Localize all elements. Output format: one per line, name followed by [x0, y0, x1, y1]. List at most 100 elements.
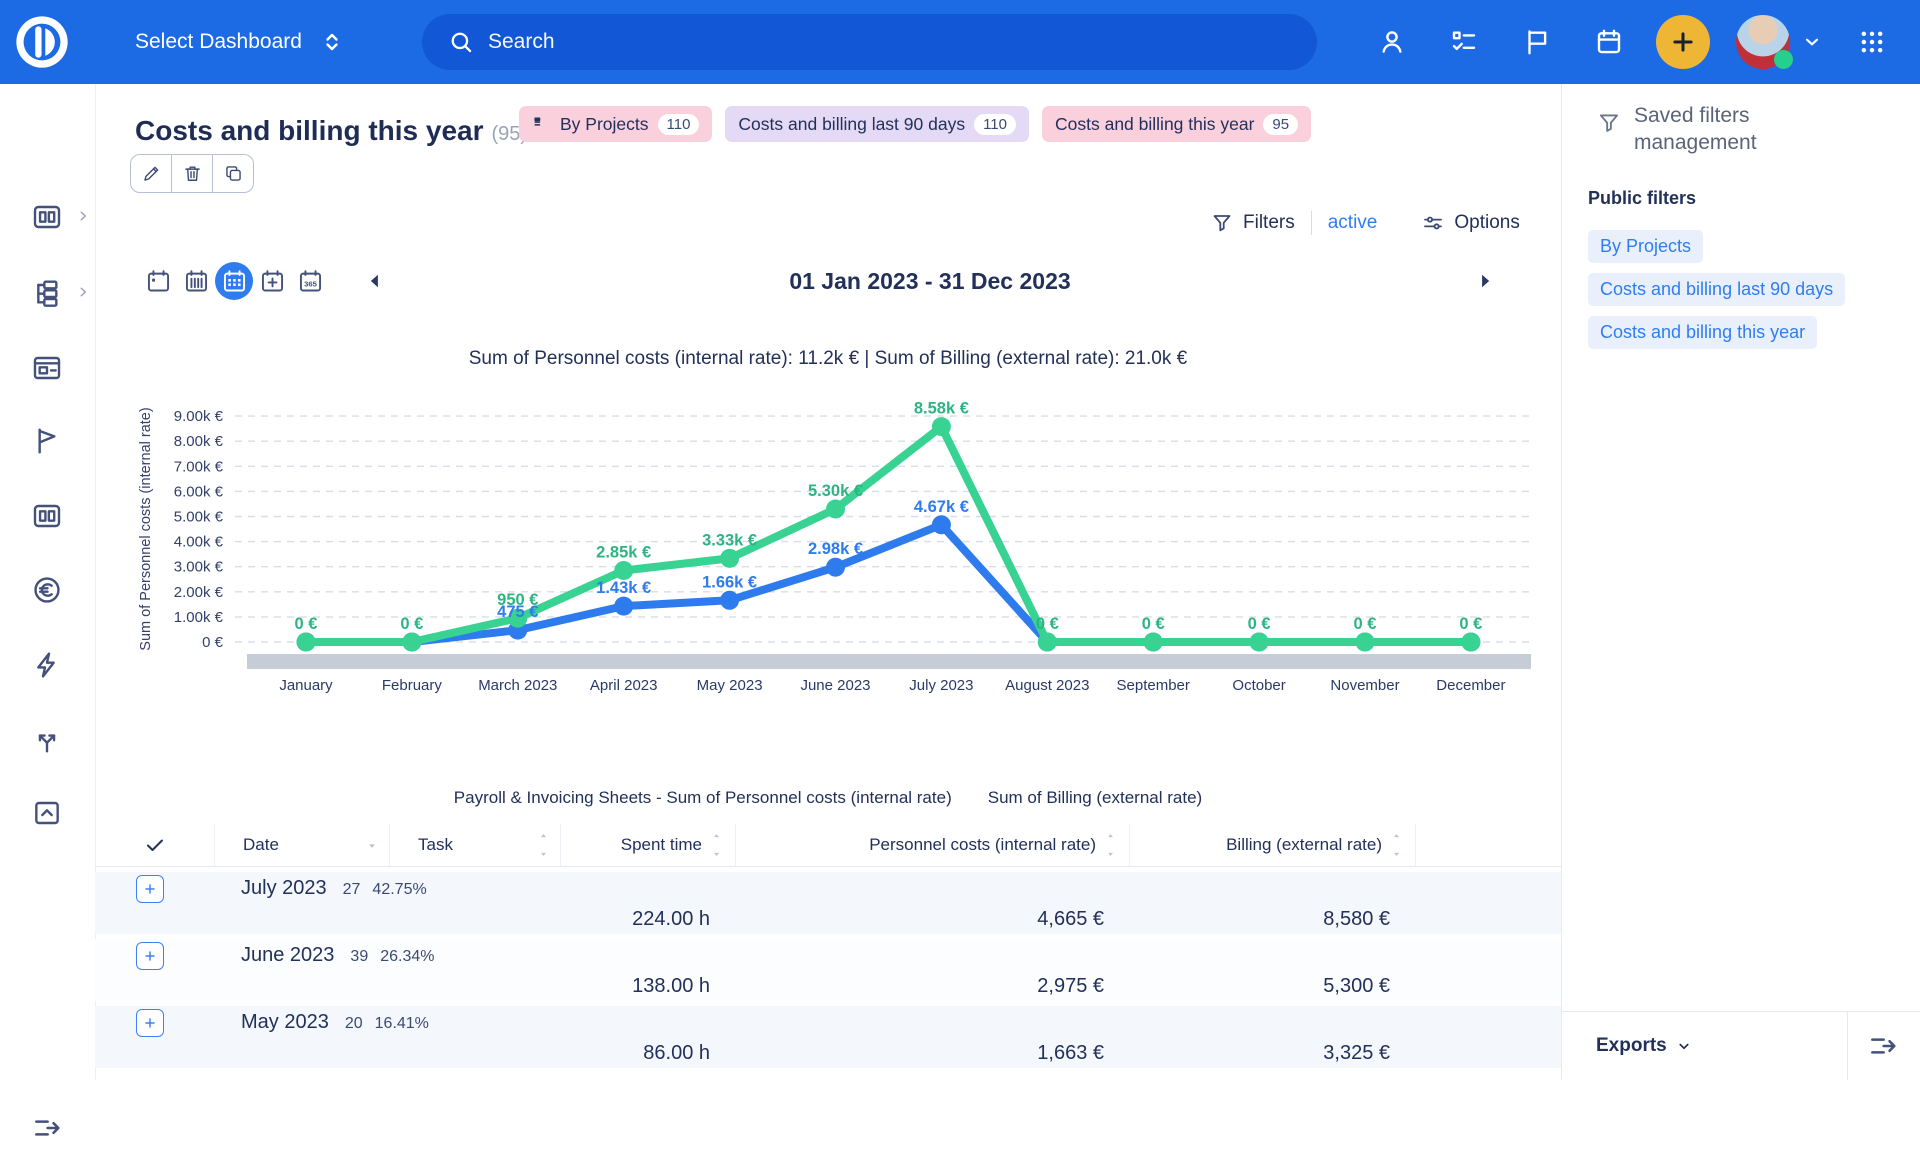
sidebar-item-timesheet[interactable]: [30, 351, 64, 385]
public-filter-link[interactable]: Costs and billing last 90 days: [1588, 273, 1845, 306]
divider: [1847, 1012, 1848, 1080]
svg-text:0 €: 0 €: [1459, 615, 1482, 633]
svg-text:Sum of Personnel costs (intern: Sum of Personnel costs (internal rate): [138, 407, 154, 650]
summary-table: Date TaskSpent time Personnel costs (inter…: [95, 824, 1561, 1068]
legend-item-personnel[interactable]: Payroll & Invoicing Sheets - Sum of Pers…: [454, 788, 952, 808]
sidebar-item-reports[interactable]: [30, 499, 64, 533]
filters-button[interactable]: Filters: [1210, 211, 1295, 235]
dashboard-selector[interactable]: Select Dashboard: [135, 0, 344, 84]
column-header-spent-time[interactable]: Spent time: [561, 824, 736, 866]
row-date-cell[interactable]: May 20232016.41%: [215, 1011, 736, 1034]
chart-legend: Payroll & Invoicing Sheets - Sum of Pers…: [95, 788, 1561, 808]
calendar-icon[interactable]: [1587, 0, 1631, 84]
flag-icon[interactable]: [1515, 0, 1559, 84]
svg-text:July 2023: July 2023: [909, 677, 973, 694]
calendar-day-view-button[interactable]: [139, 262, 177, 300]
row-personnel-costs: 1,663 €: [736, 1042, 1130, 1065]
calendar-year-view-button[interactable]: 365: [291, 262, 329, 300]
calendar-month-view-button[interactable]: [215, 262, 253, 300]
table-body: July 20232742.75%224.00 h4,665 €8,580 €J…: [95, 872, 1561, 1068]
sidebar-item-export-box[interactable]: [30, 796, 64, 830]
column-header-billing[interactable]: Billing (external rate): [1130, 824, 1416, 866]
chart-summary-title: Sum of Personnel costs (internal rate): …: [95, 348, 1561, 370]
filter-chip[interactable]: By Projects110: [519, 106, 712, 142]
column-label: Date: [243, 835, 279, 855]
svg-text:0 €: 0 €: [1142, 615, 1165, 633]
billing-euro-icon: [31, 574, 63, 606]
public-filter-link[interactable]: Costs and billing this year: [1588, 316, 1817, 349]
expand-sidebar-icon[interactable]: [31, 1112, 63, 1144]
calendar-custom-icon: [259, 268, 286, 295]
collapse-panel-icon[interactable]: [1867, 1030, 1899, 1062]
duplicate-icon: [223, 163, 244, 184]
sidebar-item-dashboards[interactable]: [30, 200, 64, 234]
row-date: June 2023: [241, 944, 334, 967]
dashboards-icon: [31, 201, 63, 233]
options-sliders-icon: [1421, 211, 1445, 235]
report-actions: [130, 154, 254, 193]
row-date-cell[interactable]: June 20233926.34%: [215, 944, 736, 967]
svg-text:9.00k €: 9.00k €: [174, 408, 224, 425]
select-all-check-icon[interactable]: [95, 824, 215, 866]
edit-button[interactable]: [130, 154, 172, 193]
expand-row-button[interactable]: [136, 942, 164, 970]
sidebar-item-billing-euro[interactable]: [30, 573, 64, 607]
sidebar-item-integrations[interactable]: [30, 723, 64, 757]
next-period-arrow[interactable]: [1470, 266, 1500, 296]
filters-active-link[interactable]: active: [1328, 212, 1378, 234]
avatar-chevron-down-icon[interactable]: [1793, 0, 1831, 84]
filter-chip[interactable]: Costs and billing last 90 days110: [725, 106, 1029, 142]
previous-period-arrow[interactable]: [360, 266, 390, 296]
tasks-icon[interactable]: [1442, 0, 1486, 84]
edit-icon: [141, 163, 162, 184]
app-logo-icon[interactable]: [14, 14, 70, 70]
profile-icon[interactable]: [1370, 0, 1414, 84]
column-header-empty: [1416, 824, 1561, 866]
svg-text:7.00k €: 7.00k €: [174, 458, 224, 475]
column-label: Personnel costs (internal rate): [869, 835, 1096, 855]
sidebar-expand-chevron-icon[interactable]: [76, 209, 90, 223]
sidebar-item-milestones-flag[interactable]: [30, 424, 64, 458]
delete-button[interactable]: [172, 154, 213, 193]
milestones-flag-icon: [31, 425, 63, 457]
svg-text:0 €: 0 €: [1036, 615, 1059, 633]
search-icon: [448, 29, 474, 55]
column-header-task[interactable]: Task: [390, 824, 561, 866]
calendar-week-view-button[interactable]: [177, 262, 215, 300]
legend-item-billing[interactable]: Sum of Billing (external rate): [988, 788, 1202, 808]
expand-row-button[interactable]: [136, 1009, 164, 1037]
apps-grid-icon[interactable]: [1850, 0, 1894, 84]
svg-text:8.58k €: 8.58k €: [914, 400, 969, 418]
sidebar-item-projects[interactable]: [30, 276, 64, 310]
expand-row-button[interactable]: [136, 875, 164, 903]
add-button[interactable]: [1656, 15, 1710, 69]
column-header-personnel-costs[interactable]: Personnel costs (internal rate): [736, 824, 1130, 866]
public-filters-list: By Projects Costs and billing last 90 day…: [1588, 230, 1845, 349]
svg-text:June 2023: June 2023: [800, 677, 870, 694]
date-range-label[interactable]: 01 Jan 2023 - 31 Dec 2023: [390, 268, 1470, 295]
svg-text:8.00k €: 8.00k €: [174, 433, 224, 450]
calendar-year-icon: 365: [297, 268, 324, 295]
calendar-custom-view-button[interactable]: [253, 262, 291, 300]
sidebar-expand-chevron-icon[interactable]: [76, 285, 90, 299]
costs-billing-line-chart[interactable]: Sum of Personnel costs (internal rate) 0 …: [95, 388, 1561, 708]
filter-chip-count: 110: [658, 114, 700, 135]
search-input[interactable]: Search: [422, 14, 1317, 70]
page-title: Costs and billing this year(95): [135, 115, 527, 147]
svg-text:3.33k €: 3.33k €: [702, 531, 757, 549]
duplicate-button[interactable]: [213, 154, 254, 193]
row-date-cell[interactable]: July 20232742.75%: [215, 877, 736, 900]
saved-filters-funnel-icon: [1596, 110, 1622, 141]
sidebar-item-automations[interactable]: [30, 648, 64, 682]
public-filter-link[interactable]: By Projects: [1588, 230, 1703, 263]
column-header-date[interactable]: Date: [215, 824, 390, 866]
column-label: Billing (external rate): [1226, 835, 1382, 855]
filter-chip-count: 95: [1263, 114, 1298, 135]
exports-button[interactable]: Exports: [1596, 1012, 1693, 1080]
options-button[interactable]: Options: [1421, 211, 1519, 235]
row-task-count: 39: [350, 948, 368, 966]
svg-text:January: January: [279, 677, 333, 694]
period-view-switcher: 365: [139, 262, 329, 300]
svg-text:4.00k €: 4.00k €: [174, 534, 224, 551]
filter-chip[interactable]: Costs and billing this year95: [1042, 106, 1311, 142]
